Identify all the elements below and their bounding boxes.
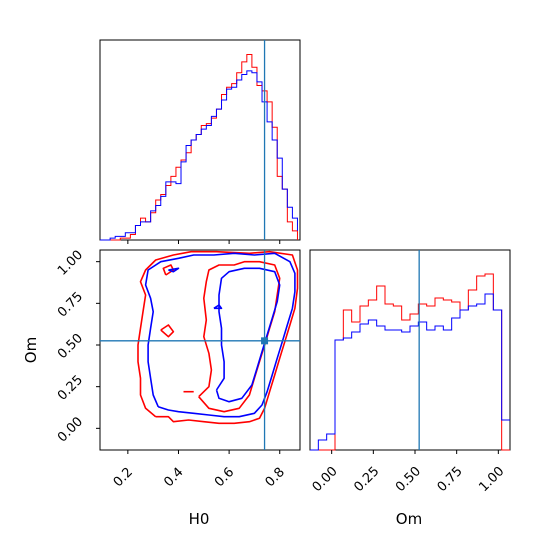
h0-tick-label-2: 0.6 (212, 465, 237, 490)
h0-tick-label-1: 0.4 (161, 465, 186, 490)
contour-x-ticks: 0.2 0.4 0.6 0.8 (111, 450, 288, 490)
h0-tick-label-3: 0.8 (263, 465, 288, 490)
om-ytick-label-0: 0.00 (55, 414, 86, 445)
om-tick-label-2: 0.50 (393, 464, 424, 495)
contour-red-1 (198, 260, 281, 413)
om-ytick-label-4: 1.00 (55, 248, 86, 279)
om-histogram-panel: 0.00 0.25 0.50 0.75 1.00 Om (309, 249, 511, 528)
om-histogram-red (310, 273, 510, 451)
h0-histogram-ticks (127, 240, 281, 244)
contour-lines (137, 250, 299, 425)
y-axis-label-om: Om (22, 337, 40, 363)
h0-histogram-blue (100, 70, 298, 241)
h0-histogram-red (100, 54, 298, 241)
contour-truth-lines (100, 250, 300, 450)
h0-histogram-panel (99, 39, 301, 244)
contour-red-0 (137, 250, 299, 425)
x-axis-label-h0: H0 (189, 510, 210, 528)
truth-point-marker (261, 337, 269, 345)
contour-blue-5 (144, 252, 296, 418)
contour-blue-7 (168, 267, 180, 273)
om-tick-label-4: 1.00 (476, 464, 507, 495)
h0-histogram-series (100, 54, 298, 241)
om-tick-label-1: 0.25 (351, 464, 382, 495)
om-histogram-ticks: 0.00 0.25 0.50 0.75 1.00 (310, 450, 507, 495)
om-histogram-frame (309, 249, 511, 451)
om-ytick-label-2: 0.50 (55, 331, 86, 362)
contour-panel-frame (99, 249, 301, 451)
h0-histogram-frame (99, 39, 301, 241)
om-tick-label-0: 0.00 (310, 464, 341, 495)
om-tick-label-3: 0.75 (435, 464, 466, 495)
om-histogram-series (310, 273, 510, 451)
contour-blue-6 (215, 267, 281, 403)
x-axis-label-om: Om (396, 510, 422, 528)
om-ytick-label-1: 0.25 (55, 373, 86, 404)
h0-tick-label-0: 0.2 (111, 465, 136, 490)
contour-y-ticks: 0.00 0.25 0.50 0.75 1.00 (55, 248, 100, 445)
om-ytick-label-3: 0.75 (55, 289, 86, 320)
om-histogram-blue (310, 293, 510, 451)
contour-red-2 (160, 324, 175, 338)
contour-blue-8 (213, 304, 223, 310)
h0-om-contour-panel: 0.2 0.4 0.6 0.8 0.00 0.25 0.50 0.75 1.00 H0 Om (22, 248, 301, 528)
